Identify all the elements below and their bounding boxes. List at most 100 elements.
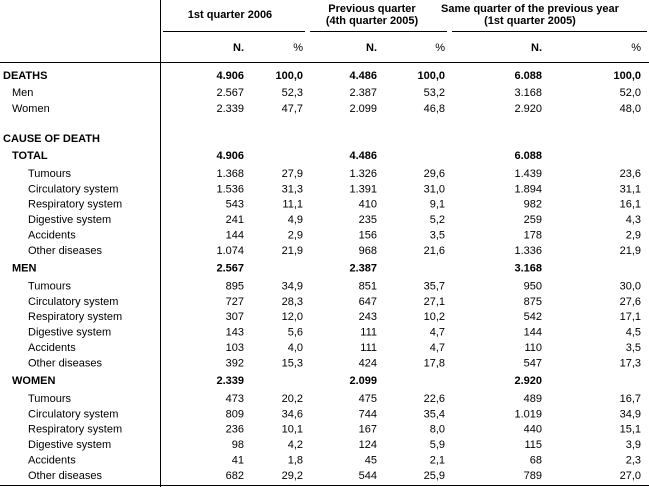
cell: 1.439: [514, 168, 542, 180]
cell: 235: [359, 214, 377, 226]
group-header: Same quarter of the previous year: [441, 3, 620, 15]
cell: 178: [524, 230, 542, 242]
row-label: Accidents: [28, 342, 76, 354]
cell: 3.168: [514, 262, 542, 274]
cell: 4,5: [626, 327, 641, 339]
row-label: Accidents: [28, 230, 76, 242]
row-label: Respiratory system: [28, 311, 122, 323]
group-header: Previous quarter: [328, 3, 416, 15]
cell: 111: [360, 342, 377, 354]
cell: 1.019: [514, 408, 542, 420]
cell: 30,0: [620, 280, 641, 292]
cell: 473: [226, 393, 244, 405]
cell: 10,2: [424, 311, 445, 323]
cell: 647: [359, 296, 377, 308]
cell: 4,9: [288, 214, 303, 226]
cell: 156: [359, 230, 377, 242]
cell: 544: [359, 470, 377, 482]
column-header: N.: [233, 42, 244, 54]
cell: 2,9: [626, 230, 641, 242]
column-header: %: [435, 42, 445, 54]
cell: 17,8: [424, 357, 445, 369]
cell: 100,0: [417, 70, 445, 82]
cell: 236: [226, 424, 244, 436]
cell: 2.567: [216, 87, 244, 99]
cell: 21,9: [620, 245, 641, 257]
cell: 3,9: [626, 439, 641, 451]
cell: 21,6: [424, 245, 445, 257]
cell: 28,3: [282, 296, 303, 308]
cell: 45: [365, 455, 377, 467]
cell: 144: [226, 230, 244, 242]
cell: 744: [359, 408, 377, 420]
cell: 15,3: [282, 357, 303, 369]
cell: 547: [524, 357, 542, 369]
row-label: Digestive system: [28, 327, 111, 339]
cell: 31,3: [282, 183, 303, 195]
cell: 259: [524, 214, 542, 226]
cell: 542: [524, 311, 542, 323]
group-label: TOTAL: [12, 150, 48, 162]
cell: 167: [359, 424, 377, 436]
group-header: (1st quarter 2005): [484, 15, 576, 27]
cell: 27,6: [620, 296, 641, 308]
cell: 17,3: [620, 357, 641, 369]
cell: 5,6: [288, 327, 303, 339]
cell: 1.336: [514, 245, 542, 257]
cell: 851: [359, 280, 377, 292]
row-label: Men: [12, 87, 33, 99]
cell: 17,1: [620, 311, 641, 323]
cell: 11,1: [282, 199, 303, 211]
section-label: DEATHS: [3, 70, 47, 82]
cell: 2.920: [514, 375, 542, 387]
cell: 16,7: [620, 393, 641, 405]
row-label: Digestive system: [28, 214, 111, 226]
cell: 25,9: [424, 470, 445, 482]
cell: 68: [530, 455, 542, 467]
cell: 875: [524, 296, 542, 308]
cell: 4.486: [349, 70, 377, 82]
cell: 1.894: [514, 183, 542, 195]
cell: 4,0: [288, 342, 303, 354]
cell: 410: [359, 199, 377, 211]
cell: 100,0: [275, 70, 303, 82]
cell: 4,7: [430, 327, 445, 339]
cell: 2,9: [288, 230, 303, 242]
cell: 34,9: [282, 280, 303, 292]
cell: 682: [226, 470, 244, 482]
cell: 2.339: [216, 103, 244, 115]
cell: 2.920: [514, 103, 542, 115]
cell: 1.074: [216, 245, 244, 257]
cell: 48,0: [620, 103, 641, 115]
cell: 35,4: [424, 408, 445, 420]
cell: 241: [226, 214, 244, 226]
cell: 20,2: [282, 393, 303, 405]
cell: 124: [359, 439, 377, 451]
cell: 8,0: [430, 424, 445, 436]
cell: 2.567: [216, 262, 244, 274]
cell: 3,5: [626, 342, 641, 354]
cell: 103: [226, 342, 244, 354]
cell: 3.168: [514, 87, 542, 99]
group-header: 1st quarter 2006: [188, 9, 272, 21]
cell: 2.387: [349, 262, 377, 274]
cell: 475: [359, 393, 377, 405]
cell: 41: [232, 455, 244, 467]
cell: 144: [524, 327, 542, 339]
section-label: CAUSE OF DEATH: [3, 133, 100, 145]
row-label: Tumours: [28, 168, 71, 180]
row-label: Digestive system: [28, 439, 111, 451]
row-label: Circulatory system: [28, 408, 118, 420]
cell: 115: [524, 439, 542, 451]
row-label: Tumours: [28, 280, 71, 292]
cell: 143: [226, 327, 244, 339]
cell: 727: [226, 296, 244, 308]
cell: 98: [232, 439, 244, 451]
row-label: Respiratory system: [28, 199, 122, 211]
cell: 111: [360, 327, 377, 339]
cell: 2.099: [349, 375, 377, 387]
cell: 100,0: [613, 70, 641, 82]
cell: 392: [226, 357, 244, 369]
cell: 2.339: [216, 375, 244, 387]
